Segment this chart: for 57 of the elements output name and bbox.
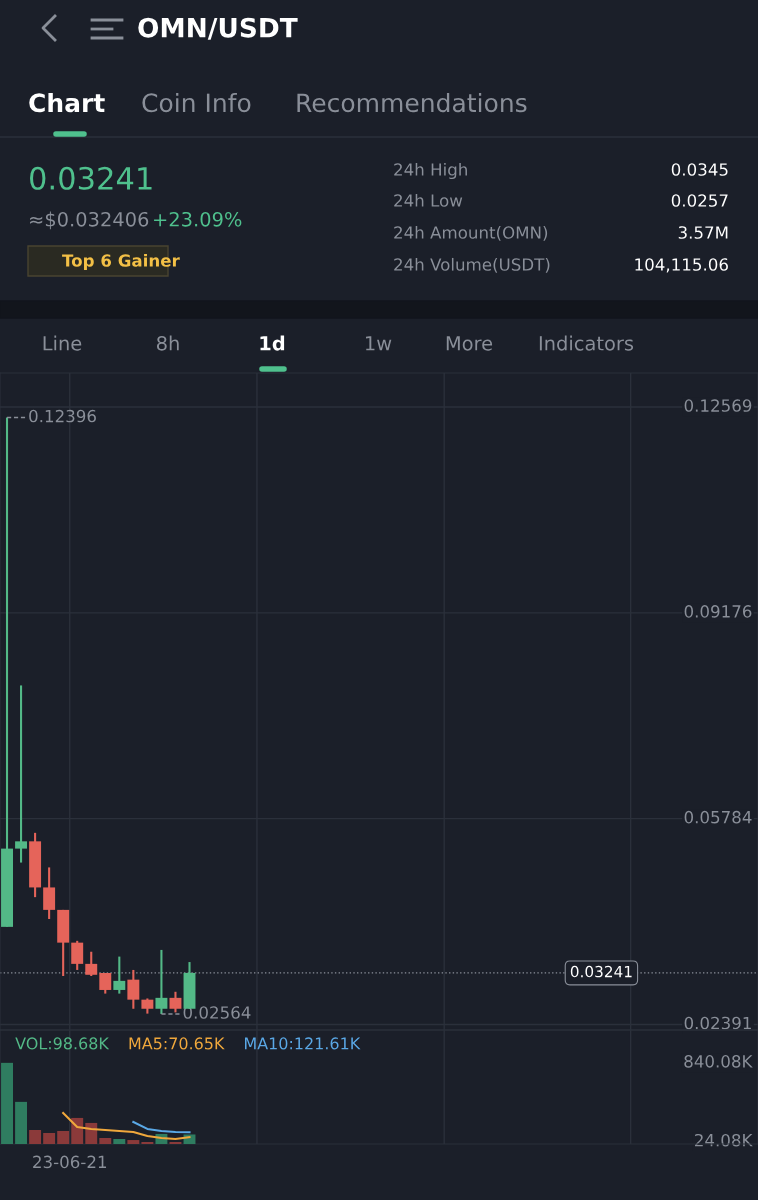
bar [71, 1117, 84, 1144]
annotation: 0.12396 [29, 409, 96, 423]
bar [169, 1141, 182, 1144]
candlestick [169, 990, 182, 1014]
bar [57, 1130, 70, 1144]
text: Line [43, 335, 82, 351]
candlestick [71, 939, 84, 971]
candlestick [15, 684, 28, 864]
text: 24h Volume(USDT) [394, 257, 550, 273]
text: MA10:121.61K [245, 1037, 361, 1050]
text: 3.57M [678, 226, 728, 239]
candlestick [127, 968, 140, 1010]
text: 24h High [394, 162, 467, 180]
text: 24h Amount(OMN) [394, 225, 548, 241]
text: 0.03241 [30, 166, 152, 190]
bar [29, 1129, 42, 1144]
annotation: 0.02564 [183, 1006, 251, 1019]
text: 23-06-21 [33, 1155, 107, 1169]
text: ≈$0.032406 [30, 211, 149, 230]
text: 0.0257 [671, 194, 728, 207]
y-tick-label: 0.05784 [684, 810, 752, 824]
line-series [132, 1120, 191, 1134]
ref-line-label: 0.03241 [570, 965, 632, 978]
series-label: VOL:98.68K [15, 1037, 110, 1050]
text: Recommendations [297, 92, 527, 113]
y-tick-label: 0.02391 [684, 1016, 751, 1030]
text: 24h Low [394, 193, 463, 207]
bar [43, 1132, 56, 1144]
chart-title: OMN/USDT [138, 17, 298, 40]
text: Chart [29, 92, 105, 113]
candlestick [85, 950, 98, 978]
bar [15, 1101, 28, 1144]
candlestick [43, 866, 56, 921]
candlestick [113, 955, 126, 995]
y-tick-label: 0.09176 [684, 605, 752, 618]
y-tick-label: 24.08K [695, 1133, 753, 1147]
text: Top 6 Gainer [62, 253, 180, 271]
text: 8h [156, 335, 179, 351]
text: 0.0345 [671, 163, 728, 176]
bar [141, 1141, 154, 1144]
bar [113, 1138, 126, 1144]
bar [127, 1140, 140, 1144]
bar [99, 1138, 112, 1144]
text: Coin Info [142, 92, 251, 113]
y-tick-label: 840.08K [684, 1055, 753, 1068]
bar [1, 1062, 13, 1144]
text: +23.09% [154, 211, 242, 227]
text: More [446, 336, 493, 351]
text: 104,115.06 [635, 258, 728, 273]
bar [85, 1122, 98, 1144]
line-series [62, 1111, 191, 1141]
text: 1d [260, 335, 285, 351]
text: MA5:70.65K [129, 1037, 225, 1050]
y-tick-label: 0.12569 [684, 399, 752, 412]
candlestick [155, 948, 168, 1016]
text: 1w [366, 336, 392, 351]
text: Indicators [539, 335, 634, 351]
